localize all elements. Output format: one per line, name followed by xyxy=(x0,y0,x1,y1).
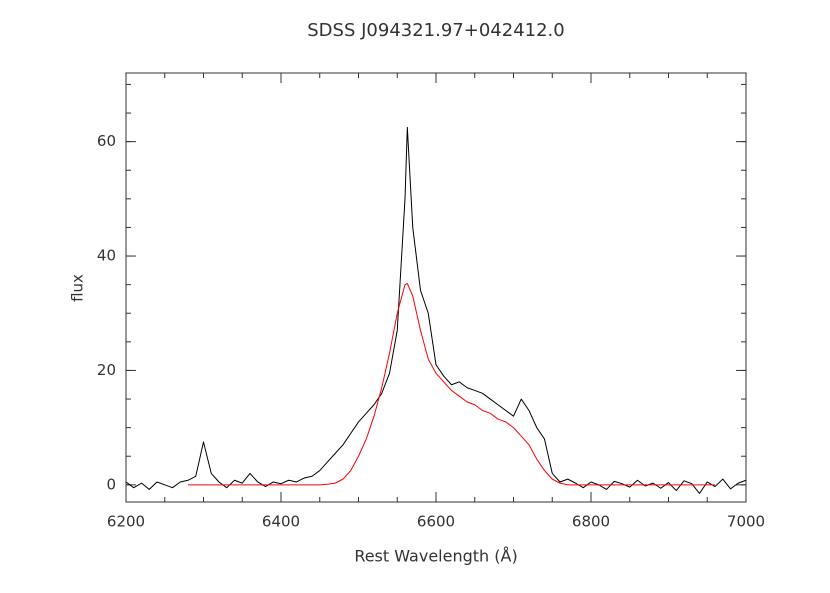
x-tick-label: 6800 xyxy=(572,513,610,531)
chart-title: SDSS J094321.97+042412.0 xyxy=(307,20,564,41)
x-axis-label: Rest Wavelength (Å) xyxy=(354,547,517,566)
y-axis-label: flux xyxy=(69,274,87,302)
series-line xyxy=(125,126,747,494)
y-tick-label: 0 xyxy=(106,475,116,493)
x-tick-label: 6400 xyxy=(262,513,300,531)
x-tick-label: 7000 xyxy=(727,513,765,531)
plot-frame xyxy=(125,72,747,503)
series-line xyxy=(188,283,715,486)
y-tick-label: 60 xyxy=(97,132,116,150)
y-tick-label: 20 xyxy=(97,361,116,379)
y-tick-label: 40 xyxy=(97,247,116,265)
x-tick-label: 6200 xyxy=(107,513,145,531)
x-tick-label: 6600 xyxy=(417,513,455,531)
